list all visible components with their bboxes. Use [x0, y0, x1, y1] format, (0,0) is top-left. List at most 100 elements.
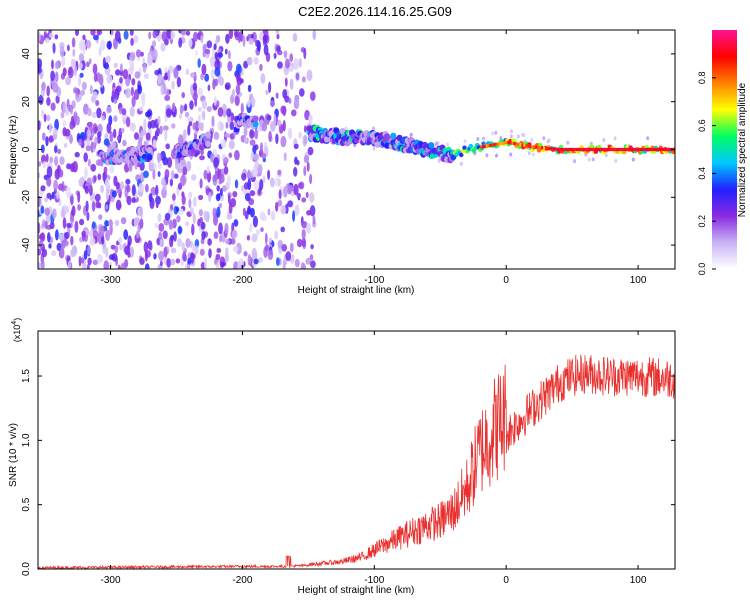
heatmap-cell — [295, 72, 300, 81]
heatmap-cell — [220, 138, 227, 149]
heatmap-cell — [547, 146, 550, 150]
heatmap-cell — [89, 236, 96, 246]
heatmap-cell — [225, 247, 229, 255]
heatmap-cell — [105, 204, 109, 210]
heatmap-cell — [115, 181, 120, 190]
heatmap-cell — [145, 183, 149, 193]
heatmap-cell — [293, 166, 298, 177]
heatmap-cell — [301, 197, 307, 203]
heatmap-cell — [114, 88, 120, 101]
heatmap-cell — [303, 155, 309, 164]
heatmap-cell — [485, 153, 489, 158]
heatmap-cell — [155, 203, 159, 208]
heatmap-cell — [151, 40, 157, 48]
heatmap-cell — [487, 144, 490, 148]
heatmap-cell — [97, 131, 102, 138]
heatmap-cell — [267, 169, 271, 180]
heatmap-cell — [159, 239, 163, 247]
heatmap-cell — [164, 212, 171, 221]
heatmap-cell — [148, 243, 153, 251]
heatmap-cell — [227, 193, 231, 205]
heatmap-cell — [194, 120, 200, 132]
heatmap-cell — [226, 108, 232, 118]
heatmap-cell — [309, 192, 315, 203]
heatmap-cell — [568, 147, 571, 152]
heatmap-cell — [144, 263, 150, 269]
heatmap-cell — [86, 61, 90, 68]
heatmap-cell — [51, 250, 57, 257]
heatmap-cell — [510, 129, 513, 134]
heatmap-cell — [223, 166, 229, 175]
heatmap-cell — [131, 96, 136, 108]
heatmap-cell — [515, 142, 518, 146]
heatmap-cell — [612, 147, 615, 152]
heatmap-cell — [285, 251, 292, 262]
heatmap-cell — [224, 132, 231, 139]
heatmap-cell — [303, 125, 307, 133]
heatmap-cell — [260, 142, 263, 153]
heatmap-cell — [46, 176, 52, 187]
heatmap-cell — [262, 157, 266, 163]
heatmap-cell — [574, 147, 577, 152]
heatmap-cell — [527, 151, 531, 156]
heatmap-cell — [225, 122, 229, 129]
heatmap-cell — [587, 157, 591, 162]
heatmap-cell — [576, 147, 579, 152]
heatmap-cell — [98, 73, 104, 86]
heatmap-cell — [485, 144, 488, 148]
y-tick-label: -20 — [21, 190, 32, 205]
heatmap-cell — [225, 238, 230, 245]
heatmap-cell — [74, 220, 79, 233]
heatmap-cell — [170, 258, 176, 266]
x-tick-label: 100 — [630, 575, 647, 586]
snr-line — [38, 354, 675, 569]
heatmap-cell — [125, 116, 131, 128]
heatmap-cell — [521, 132, 525, 137]
heatmap-cell — [306, 210, 312, 216]
heatmap-cell — [131, 78, 136, 86]
y-tick-label: 0.0 — [21, 562, 32, 576]
heatmap-cell — [157, 161, 162, 170]
heatmap-cell — [122, 118, 127, 125]
heatmap-cell — [268, 130, 272, 143]
heatmap-cell — [234, 179, 239, 189]
heatmap-cell — [294, 258, 300, 268]
heatmap-cell — [206, 106, 212, 112]
heatmap-cell — [275, 133, 279, 145]
heatmap-cell — [646, 136, 650, 141]
heatmap-cell — [105, 189, 110, 201]
heatmap-cell — [154, 222, 159, 229]
heatmap-cell — [237, 260, 242, 269]
heatmap-cell — [616, 147, 619, 152]
heatmap-cell — [121, 108, 127, 116]
x-tick-label: -100 — [364, 575, 384, 586]
heatmap-cell — [277, 119, 282, 127]
heatmap-cell — [84, 185, 90, 194]
heatmap-cell — [275, 176, 279, 187]
heatmap-cell — [109, 223, 113, 236]
colorbar-tick-label: 0.2 — [697, 215, 707, 228]
heatmap-cell — [301, 221, 308, 229]
heatmap-cell — [85, 39, 92, 49]
heatmap-cell — [38, 222, 41, 234]
heatmap-cell — [170, 247, 177, 254]
heatmap-cell — [657, 147, 661, 152]
heatmap-cell — [86, 129, 91, 139]
heatmap-cell — [152, 48, 158, 61]
heatmap-cell — [189, 207, 194, 215]
heatmap-cell — [145, 111, 151, 118]
heatmap-cell — [553, 147, 556, 151]
heatmap-cell — [160, 42, 166, 52]
heatmap-cell — [300, 262, 305, 269]
heatmap-cell — [217, 107, 224, 117]
heatmap-cell — [180, 174, 186, 187]
heatmap-cell — [178, 37, 183, 48]
heatmap-cell — [602, 147, 605, 152]
heatmap-cell — [46, 97, 51, 106]
heatmap-cell — [77, 191, 81, 203]
heatmap-cell — [54, 156, 59, 167]
heatmap-cell — [57, 183, 64, 191]
heatmap-cell — [169, 178, 174, 187]
heatmap-cell — [96, 30, 101, 37]
heatmap-cell — [157, 73, 162, 85]
